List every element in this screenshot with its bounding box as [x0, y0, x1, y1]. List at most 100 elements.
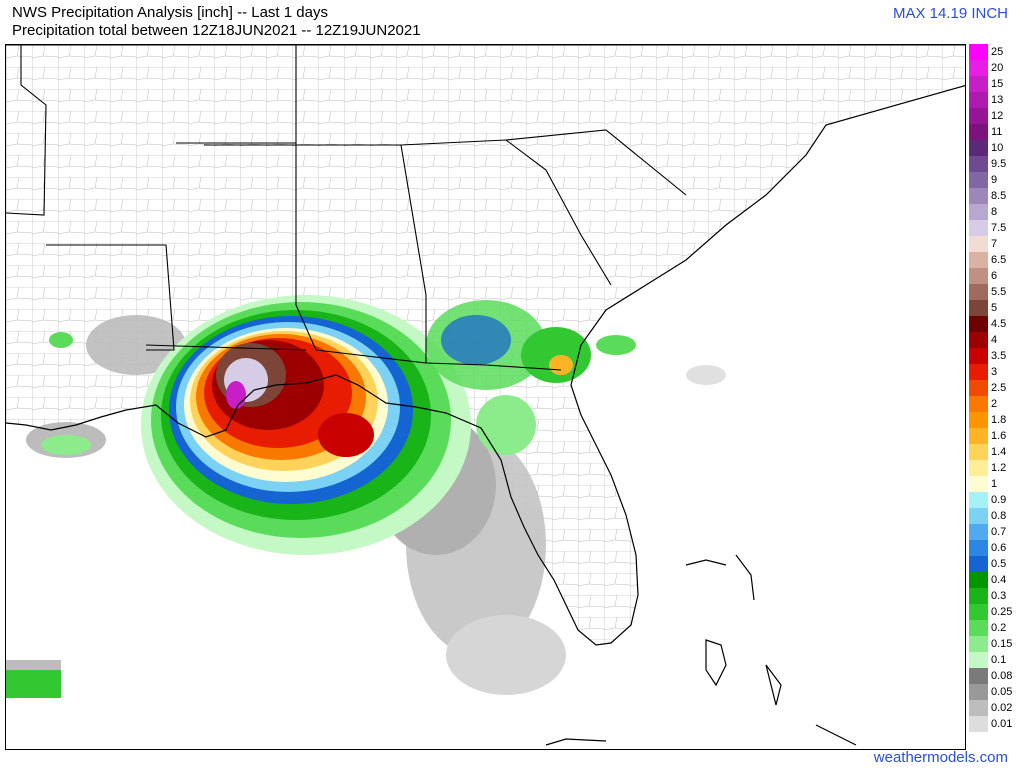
legend-swatch	[969, 124, 988, 140]
legend-swatch	[969, 412, 988, 428]
legend-swatch	[969, 268, 988, 284]
legend-swatch	[969, 700, 988, 716]
legend-label: 0.25	[991, 606, 1013, 618]
legend-entry: 15	[969, 76, 1019, 92]
legend-entry: 0.3	[969, 588, 1019, 604]
legend-entry: 4.5	[969, 316, 1019, 332]
legend-entry: 8	[969, 204, 1019, 220]
legend-label: 2	[991, 398, 998, 410]
legend-label: 9	[991, 174, 998, 186]
legend-label: 1.4	[991, 446, 1007, 458]
legend-label: 8	[991, 206, 998, 218]
legend-entry: 1.8	[969, 412, 1019, 428]
legend-entry: 0.1	[969, 652, 1019, 668]
title-line-1: NWS Precipitation Analysis [inch] -- Las…	[12, 4, 328, 21]
legend-entry: 20	[969, 60, 1019, 76]
legend-swatch	[969, 92, 988, 108]
legend-entry: 4	[969, 332, 1019, 348]
legend-entry: 0.05	[969, 684, 1019, 700]
site-credit: weathermodels.com	[873, 749, 1008, 766]
legend-swatch	[969, 316, 988, 332]
legend-label: 6	[991, 270, 998, 282]
legend-label: 15	[991, 78, 1004, 90]
legend-label: 1.2	[991, 462, 1007, 474]
legend-swatch	[969, 460, 988, 476]
legend-entry: 11	[969, 124, 1019, 140]
legend-entry: 5.5	[969, 284, 1019, 300]
legend-swatch	[969, 204, 988, 220]
legend-label: 0.05	[991, 686, 1013, 698]
legend-label: 8.5	[991, 190, 1007, 202]
legend-label: 0.9	[991, 494, 1007, 506]
legend-entry: 0.5	[969, 556, 1019, 572]
legend-label: 9.5	[991, 158, 1007, 170]
legend-entry: 0.7	[969, 524, 1019, 540]
legend-label: 20	[991, 62, 1004, 74]
legend-swatch	[969, 716, 988, 732]
legend-label: 0.7	[991, 526, 1007, 538]
legend-entry: 0.25	[969, 604, 1019, 620]
legend-swatch	[969, 684, 988, 700]
legend-swatch	[969, 156, 988, 172]
legend-swatch	[969, 300, 988, 316]
legend-entry: 1.4	[969, 444, 1019, 460]
legend-swatch	[969, 252, 988, 268]
legend-entry: 0.08	[969, 668, 1019, 684]
legend-label: 6.5	[991, 254, 1007, 266]
legend-swatch	[969, 668, 988, 684]
legend-entry: 25	[969, 44, 1019, 60]
legend-entry: 0.6	[969, 540, 1019, 556]
precipitation-legend: 25 20 15 13 12 11 10 9.5 9 8.5 8 7.5 7 6.5 6 5.5 5 4.5 4 3.…	[969, 44, 1019, 742]
legend-entry: 8.5	[969, 188, 1019, 204]
legend-label: 0.5	[991, 558, 1007, 570]
legend-entry: 2	[969, 396, 1019, 412]
legend-entry: 3.5	[969, 348, 1019, 364]
legend-swatch	[969, 636, 988, 652]
legend-swatch	[969, 572, 988, 588]
legend-label: 1.8	[991, 414, 1007, 426]
legend-label: 1.6	[991, 430, 1007, 442]
legend-entry: 9.5	[969, 156, 1019, 172]
legend-entry: 12	[969, 108, 1019, 124]
legend-entry: 0.2	[969, 620, 1019, 636]
legend-swatch	[969, 428, 988, 444]
legend-entry: 9	[969, 172, 1019, 188]
legend-entry: 3	[969, 364, 1019, 380]
legend-label: 5	[991, 302, 998, 314]
legend-swatch	[969, 492, 988, 508]
legend-swatch	[969, 652, 988, 668]
legend-entry: 1	[969, 476, 1019, 492]
legend-swatch	[969, 556, 988, 572]
legend-swatch	[969, 332, 988, 348]
legend-label: 0.01	[991, 718, 1013, 730]
legend-label: 0.1	[991, 654, 1007, 666]
legend-label: 7	[991, 238, 998, 250]
storm-rain-field	[141, 295, 471, 555]
legend-entry: 7.5	[969, 220, 1019, 236]
legend-label: 0.4	[991, 574, 1007, 586]
legend-swatch	[969, 620, 988, 636]
legend-label: 11	[991, 126, 1003, 138]
legend-label: 2.5	[991, 382, 1007, 394]
legend-swatch	[969, 348, 988, 364]
legend-entry: 0.15	[969, 636, 1019, 652]
legend-entry: 0.02	[969, 700, 1019, 716]
legend-label: 4	[991, 334, 998, 346]
legend-swatch	[969, 380, 988, 396]
legend-swatch	[969, 444, 988, 460]
legend-entry: 0.9	[969, 492, 1019, 508]
legend-label: 5.5	[991, 286, 1007, 298]
title-line-2: Precipitation total between 12Z18JUN2021…	[12, 22, 421, 39]
legend-label: 0.08	[991, 670, 1013, 682]
legend-label: 0.6	[991, 542, 1007, 554]
legend-swatch	[969, 524, 988, 540]
legend-label: 0.3	[991, 590, 1007, 602]
legend-swatch	[969, 188, 988, 204]
legend-swatch	[969, 60, 988, 76]
legend-label: 0.02	[991, 702, 1013, 714]
legend-label: 1	[991, 478, 998, 490]
legend-entry: 0.4	[969, 572, 1019, 588]
legend-swatch	[969, 540, 988, 556]
legend-label: 3	[991, 366, 998, 378]
legend-entry: 0.8	[969, 508, 1019, 524]
